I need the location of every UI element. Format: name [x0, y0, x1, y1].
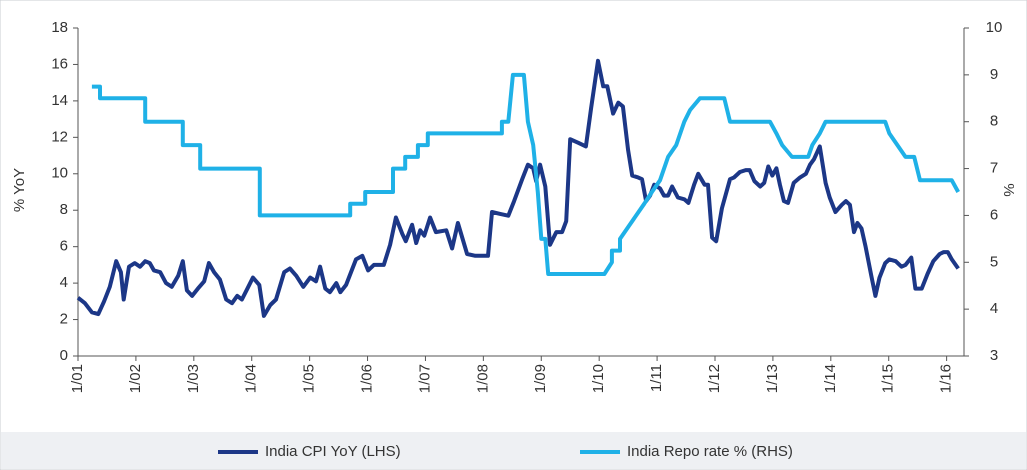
y2-axis-label: %: [1000, 183, 1017, 196]
series-line: [76, 58, 960, 318]
y-tick-label: 14: [51, 92, 68, 109]
y-tick-label: 2: [60, 311, 68, 328]
x-tick-label: 1/03: [185, 364, 202, 393]
y2-tick-label: 7: [990, 160, 998, 177]
x-tick-label: 1/07: [416, 364, 433, 393]
legend-label: India CPI YoY (LHS): [265, 443, 401, 460]
y2-tick-label: 4: [990, 300, 998, 317]
x-tick-label: 1/13: [764, 364, 781, 393]
y-tick-label: 0: [60, 347, 68, 364]
y-tick-label: 8: [60, 201, 68, 218]
legend-label: India Repo rate % (RHS): [627, 443, 793, 460]
x-tick-label: 1/08: [474, 364, 491, 393]
x-tick-label: 1/11: [648, 364, 665, 392]
y-tick-label: 18: [51, 19, 68, 36]
x-tick-label: 1/10: [590, 364, 607, 393]
x-tick-label: 1/06: [359, 364, 376, 393]
x-tick-label: 1/14: [822, 364, 839, 393]
y2-tick-label: 9: [990, 66, 998, 83]
x-tick-label: 1/12: [706, 364, 723, 393]
x-tick-label: 1/09: [532, 364, 549, 393]
x-tick-label: 1/02: [127, 364, 144, 393]
y2-tick-label: 8: [990, 113, 998, 130]
x-tick-label: 1/15: [880, 364, 897, 393]
x-tick-label: 1/16: [938, 364, 955, 393]
x-tick-label: 1/01: [69, 364, 86, 393]
y2-tick-label: 6: [990, 206, 998, 223]
y-tick-label: 16: [51, 55, 68, 72]
y-tick-label: 6: [60, 238, 68, 255]
y-tick-label: 10: [51, 165, 68, 182]
y2-tick-label: 3: [990, 347, 998, 364]
y-tick-label: 12: [51, 128, 68, 145]
series-line: [91, 72, 960, 276]
x-tick-label: 1/04: [243, 364, 260, 393]
y-tick-label: 4: [60, 274, 68, 291]
y2-tick-label: 5: [990, 253, 998, 270]
legend-band: [1, 432, 1026, 469]
y2-tick-label: 10: [986, 19, 1003, 36]
x-tick-label: 1/05: [301, 364, 318, 393]
y-axis-label: % YoY: [11, 168, 28, 212]
